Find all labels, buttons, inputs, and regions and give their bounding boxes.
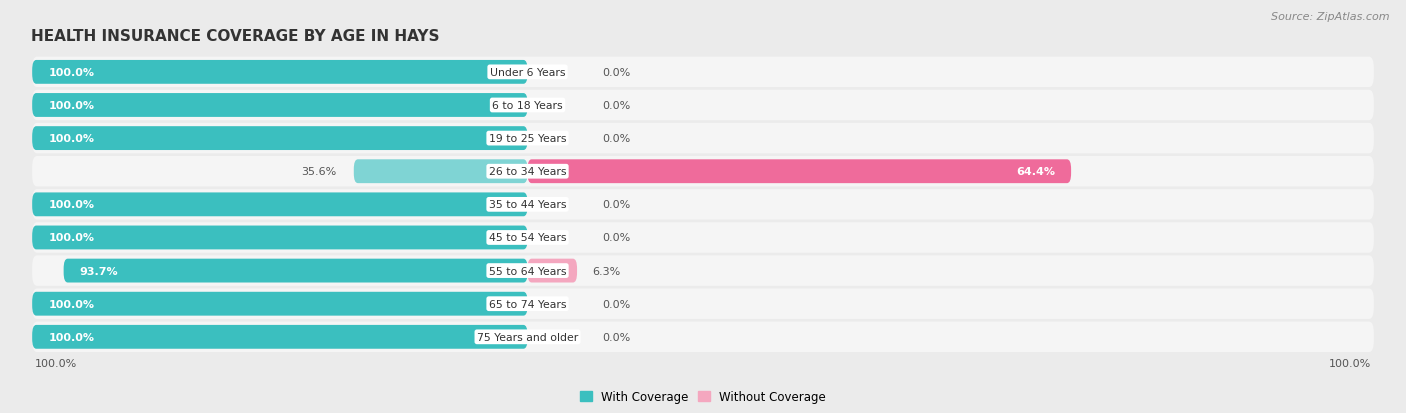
Text: 0.0%: 0.0% bbox=[602, 200, 630, 210]
Text: 6 to 18 Years: 6 to 18 Years bbox=[492, 101, 562, 111]
Text: 35.6%: 35.6% bbox=[301, 167, 336, 177]
FancyBboxPatch shape bbox=[32, 325, 527, 349]
Text: 0.0%: 0.0% bbox=[602, 68, 630, 78]
FancyBboxPatch shape bbox=[32, 57, 1374, 88]
Text: 100.0%: 100.0% bbox=[48, 134, 94, 144]
FancyBboxPatch shape bbox=[32, 61, 527, 85]
FancyBboxPatch shape bbox=[32, 289, 1374, 319]
FancyBboxPatch shape bbox=[32, 90, 1374, 121]
Text: 93.7%: 93.7% bbox=[80, 266, 118, 276]
Text: 100.0%: 100.0% bbox=[48, 299, 94, 309]
Text: Under 6 Years: Under 6 Years bbox=[489, 68, 565, 78]
Text: 100.0%: 100.0% bbox=[48, 233, 94, 243]
Text: 35 to 44 Years: 35 to 44 Years bbox=[489, 200, 567, 210]
FancyBboxPatch shape bbox=[32, 292, 527, 316]
Text: 100.0%: 100.0% bbox=[1329, 358, 1371, 368]
FancyBboxPatch shape bbox=[527, 259, 576, 283]
FancyBboxPatch shape bbox=[32, 256, 1374, 286]
FancyBboxPatch shape bbox=[527, 160, 1071, 184]
FancyBboxPatch shape bbox=[32, 157, 1374, 187]
Text: 0.0%: 0.0% bbox=[602, 299, 630, 309]
FancyBboxPatch shape bbox=[32, 226, 527, 250]
Text: 64.4%: 64.4% bbox=[1017, 167, 1054, 177]
Text: 0.0%: 0.0% bbox=[602, 332, 630, 342]
FancyBboxPatch shape bbox=[63, 259, 527, 283]
Text: 0.0%: 0.0% bbox=[602, 233, 630, 243]
Text: 6.3%: 6.3% bbox=[592, 266, 620, 276]
FancyBboxPatch shape bbox=[32, 123, 1374, 154]
FancyBboxPatch shape bbox=[32, 223, 1374, 253]
Text: 100.0%: 100.0% bbox=[35, 358, 77, 368]
Text: 45 to 54 Years: 45 to 54 Years bbox=[489, 233, 567, 243]
Text: 55 to 64 Years: 55 to 64 Years bbox=[489, 266, 567, 276]
FancyBboxPatch shape bbox=[32, 193, 527, 217]
FancyBboxPatch shape bbox=[32, 322, 1374, 352]
Legend: With Coverage, Without Coverage: With Coverage, Without Coverage bbox=[575, 385, 831, 408]
FancyBboxPatch shape bbox=[32, 127, 527, 151]
Text: 100.0%: 100.0% bbox=[48, 68, 94, 78]
Text: 100.0%: 100.0% bbox=[48, 101, 94, 111]
Text: 19 to 25 Years: 19 to 25 Years bbox=[489, 134, 567, 144]
FancyBboxPatch shape bbox=[32, 94, 527, 118]
FancyBboxPatch shape bbox=[32, 190, 1374, 220]
Text: 100.0%: 100.0% bbox=[48, 200, 94, 210]
Text: Source: ZipAtlas.com: Source: ZipAtlas.com bbox=[1271, 12, 1389, 22]
Text: 75 Years and older: 75 Years and older bbox=[477, 332, 578, 342]
Text: HEALTH INSURANCE COVERAGE BY AGE IN HAYS: HEALTH INSURANCE COVERAGE BY AGE IN HAYS bbox=[31, 29, 440, 44]
Text: 65 to 74 Years: 65 to 74 Years bbox=[489, 299, 567, 309]
FancyBboxPatch shape bbox=[354, 160, 527, 184]
Text: 26 to 34 Years: 26 to 34 Years bbox=[489, 167, 567, 177]
Text: 0.0%: 0.0% bbox=[602, 134, 630, 144]
Text: 100.0%: 100.0% bbox=[48, 332, 94, 342]
Text: 0.0%: 0.0% bbox=[602, 101, 630, 111]
